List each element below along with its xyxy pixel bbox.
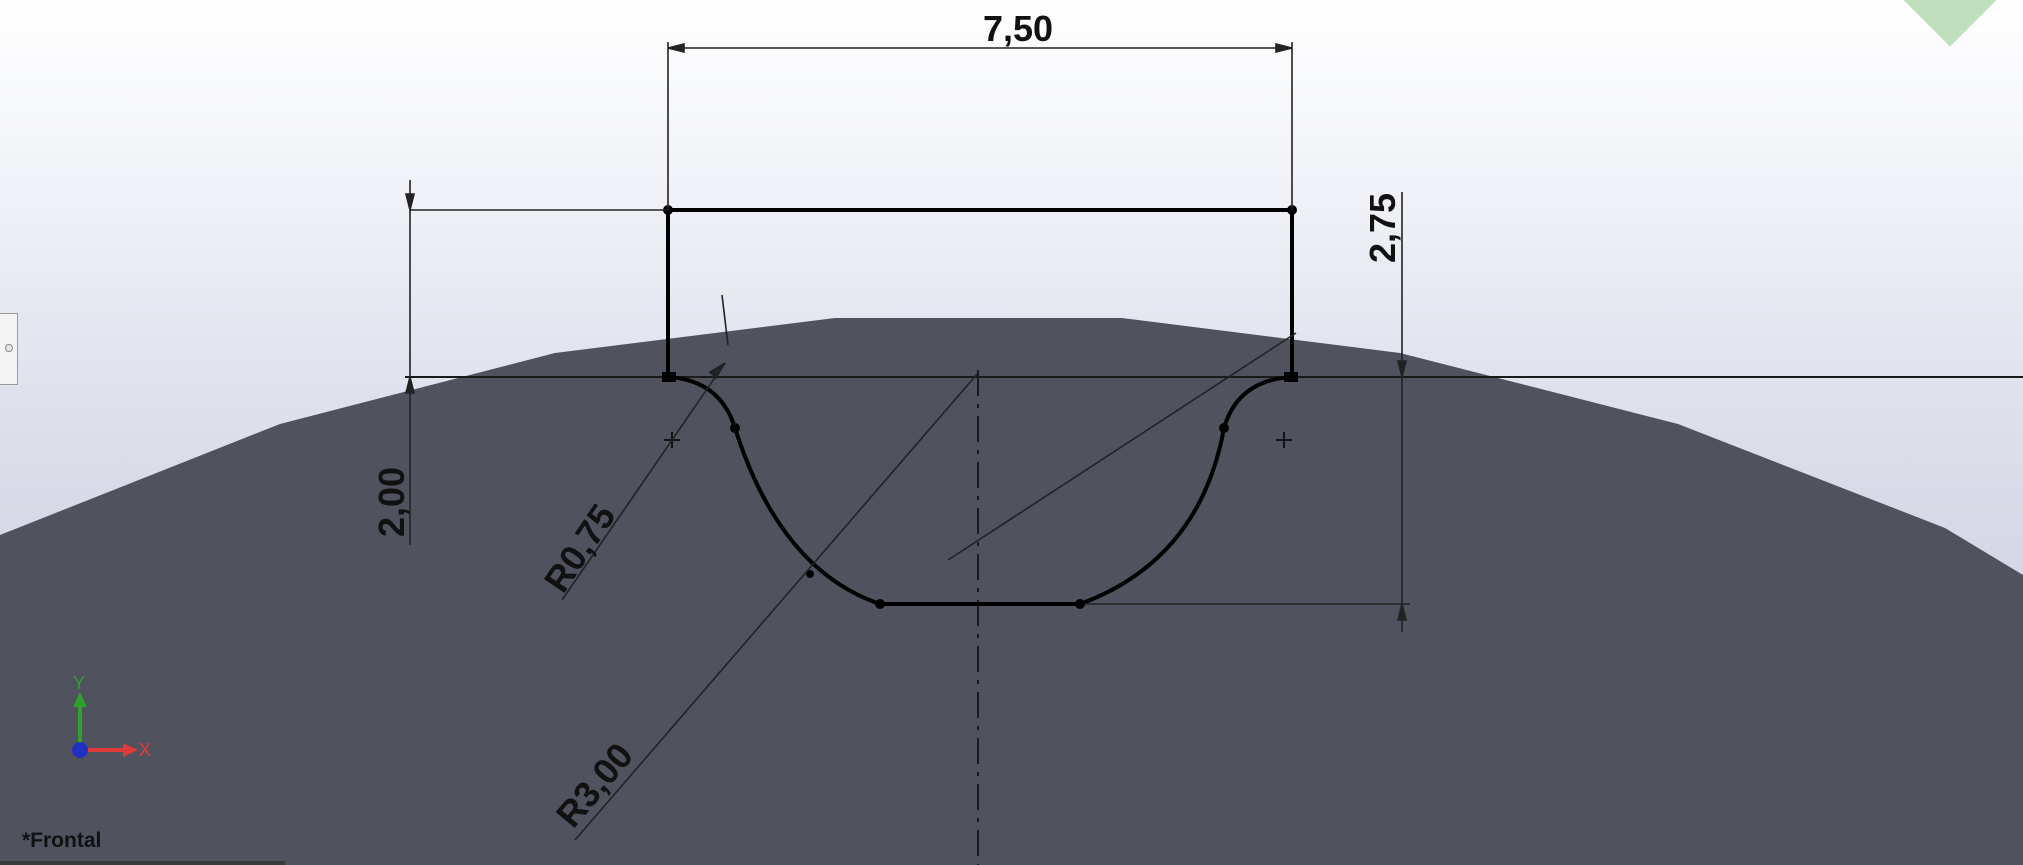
dimension-fillet-radius[interactable] — [561, 294, 729, 601]
dimension-height-total[interactable] — [1085, 192, 1410, 632]
side-panel-handle-icon[interactable] — [5, 344, 13, 352]
dimension-offset-left[interactable] — [404, 180, 668, 545]
triad-x-label: X — [139, 740, 151, 760]
side-panel-tab-icon[interactable] — [0, 313, 18, 385]
coordinate-triad-icon: Y X — [72, 673, 151, 760]
dimension-arc-radius[interactable] — [574, 332, 1297, 841]
dimension-width[interactable] — [667, 42, 1293, 210]
slot-rectangle[interactable] — [666, 208, 1294, 377]
dimension-width-label[interactable]: 7,50 — [983, 8, 1053, 49]
bottom-edge-strip — [0, 861, 285, 865]
part-body — [0, 318, 2023, 865]
slot-profile[interactable] — [667, 375, 1293, 606]
dimension-height-total-label[interactable]: 2,75 — [1362, 193, 1403, 263]
triad-y-label: Y — [73, 673, 85, 693]
view-orientation-label: *Frontal — [22, 829, 102, 852]
dimension-offset-left-label[interactable]: 2,00 — [371, 467, 412, 537]
